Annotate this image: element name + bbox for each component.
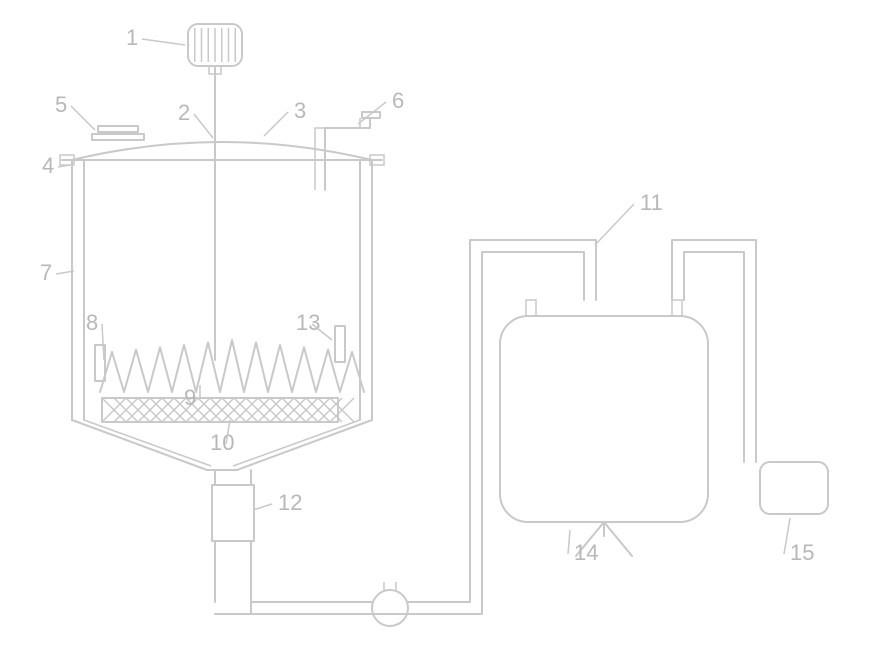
pump-riser-b	[390, 252, 584, 614]
vessel-neck-right	[672, 300, 682, 316]
label-12: 12	[278, 490, 302, 515]
label-5: 5	[55, 92, 67, 117]
mesh-band	[102, 398, 354, 422]
label-3: 3	[294, 98, 306, 123]
leader-3	[264, 112, 288, 136]
label-7: 7	[40, 260, 52, 285]
label-2: 2	[178, 100, 190, 125]
sight-glass-right	[335, 326, 345, 362]
vessel-to-box-b	[684, 252, 744, 462]
valve-box	[212, 485, 254, 541]
label-4: 4	[42, 153, 54, 178]
funnel-left-outer	[72, 420, 207, 470]
pump-icon	[372, 590, 408, 626]
label-6: 6	[392, 88, 404, 113]
label-15: 15	[790, 540, 814, 565]
label-9: 9	[184, 385, 196, 410]
hatch-lid	[98, 126, 138, 132]
leader-8	[102, 324, 104, 360]
leader-14	[568, 530, 570, 554]
label-8: 8	[86, 310, 98, 335]
label-1: 1	[126, 25, 138, 50]
hatch-base	[92, 134, 144, 140]
label-14: 14	[574, 540, 598, 565]
leader-1	[142, 39, 185, 45]
funnel-left-inner	[84, 420, 211, 466]
secondary-vessel	[500, 316, 708, 522]
label-10: 10	[210, 430, 234, 455]
tank-lid	[72, 142, 372, 160]
vessel-neck-left	[526, 300, 536, 316]
funnel-right-inner	[233, 420, 360, 466]
leader-11	[595, 204, 634, 245]
agitator-zigzag	[100, 340, 364, 392]
label-11: 11	[640, 190, 663, 215]
leader-12	[253, 504, 272, 510]
leader-2	[194, 114, 213, 138]
small-box	[760, 462, 828, 514]
label-13: 13	[296, 310, 320, 335]
funnel-right-outer	[237, 420, 372, 470]
leader-5	[71, 106, 95, 130]
